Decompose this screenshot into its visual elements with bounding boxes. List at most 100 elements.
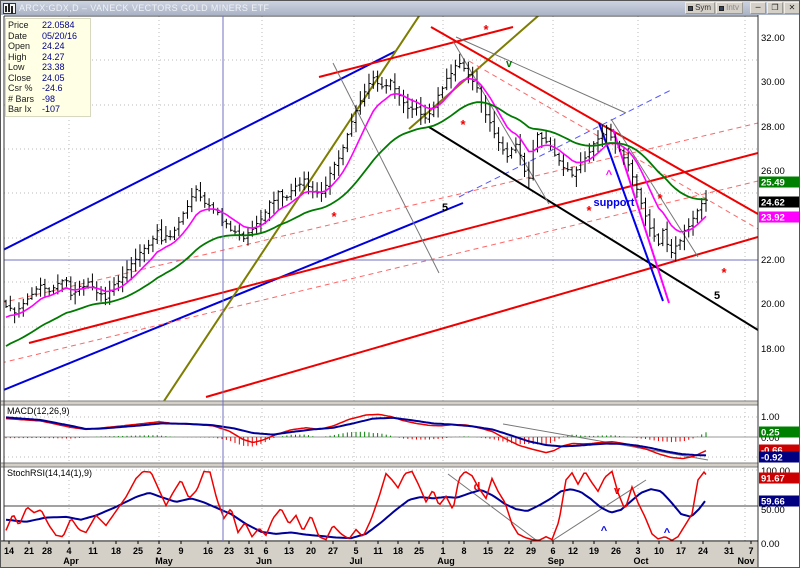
ema-slow-line	[5, 101, 706, 347]
macd-panel-title: MACD(12,26,9)	[6, 406, 71, 416]
info-row-csr: Csr % -24.6	[8, 83, 63, 93]
svg-text:11: 11	[88, 546, 98, 556]
info-row-bars: # Bars -98	[8, 93, 56, 104]
svg-text:22.00: 22.00	[761, 255, 785, 266]
window-title: ARCX:GDX,D – VANECK VECTORS GOLD MINERS …	[19, 3, 270, 13]
intv-button[interactable]: Intv	[716, 2, 743, 14]
stoch-panel-title: StochRSI(14,14(1),9)	[6, 468, 94, 478]
svg-text:0.00: 0.00	[761, 539, 780, 550]
svg-text:*: *	[657, 191, 663, 206]
chart-icon	[3, 2, 16, 14]
svg-text:18: 18	[393, 546, 403, 556]
svg-text:Jul: Jul	[349, 556, 362, 566]
svg-text:26.00: 26.00	[761, 166, 785, 177]
main-price-panel: * * * * * * v ^ support 5 5	[4, 16, 758, 401]
info-row-close: Close 24.05	[8, 72, 65, 83]
svg-text:24.62: 24.62	[761, 198, 785, 209]
svg-text:1.00: 1.00	[761, 412, 780, 423]
minimize-button[interactable]: ─	[750, 2, 766, 14]
stoch-slow-line	[5, 488, 706, 540]
title-bar: ARCX:GDX,D – VANECK VECTORS GOLD MINERS …	[1, 1, 799, 15]
svg-text:*: *	[483, 22, 489, 37]
svg-text:Jun: Jun	[256, 556, 272, 566]
svg-text:-0.92: -0.92	[761, 453, 783, 464]
svg-text:*: *	[721, 265, 727, 280]
svg-text:May: May	[155, 556, 173, 566]
svg-text:v: v	[614, 485, 621, 497]
svg-text:10: 10	[654, 546, 664, 556]
info-row-price: Price 22.0584	[8, 20, 75, 30]
restore-icon: ❐	[771, 3, 779, 12]
svg-text:Sep: Sep	[548, 556, 565, 566]
svg-text:^: ^	[606, 169, 613, 181]
svg-text:^: ^	[664, 527, 671, 539]
info-panel: Price 22.0584 Date 05/20/16 Open 24.24 High 24.…	[5, 18, 91, 117]
svg-text:12: 12	[568, 546, 578, 556]
macd-signal	[5, 416, 707, 457]
sym-button[interactable]: Sym	[685, 2, 716, 14]
macd-line	[5, 413, 707, 460]
date-axis: 14 21 28 4 11 18 25 2 9 16 23 31 6 13 20 27 5 11 18 25 1 8 15 2…	[4, 541, 755, 566]
svg-text:24: 24	[698, 546, 708, 556]
stochrsi-panel: d v ^ ^	[4, 470, 758, 541]
svg-text:20: 20	[306, 546, 316, 556]
svg-text:18: 18	[111, 546, 121, 556]
svg-text:32.00: 32.00	[761, 33, 785, 44]
svg-text:0.25: 0.25	[761, 428, 780, 439]
svg-text:Aug: Aug	[437, 556, 455, 566]
svg-text:17: 17	[676, 546, 686, 556]
svg-text:Apr: Apr	[63, 556, 79, 566]
minimize-icon: ─	[755, 3, 761, 12]
restore-button[interactable]: ❐	[767, 2, 783, 14]
svg-text:91.67: 91.67	[761, 474, 785, 485]
svg-text:23: 23	[224, 546, 234, 556]
info-row-open: Open 24.24	[8, 41, 65, 51]
svg-text:6: 6	[263, 546, 268, 556]
price-flag-59.66: 59.66	[759, 495, 799, 508]
svg-text:4: 4	[66, 546, 71, 556]
price-flag--0.66: -0.66	[759, 444, 799, 457]
svg-text:26: 26	[611, 546, 621, 556]
svg-text:2: 2	[156, 546, 161, 556]
svg-text:31: 31	[244, 546, 254, 556]
close-icon: ✕	[788, 3, 796, 12]
svg-text:14: 14	[4, 546, 14, 556]
stoch-fast-line	[5, 470, 707, 541]
close-button[interactable]: ✕	[784, 2, 799, 14]
svg-text:1: 1	[440, 546, 445, 556]
ema-fast-line	[5, 77, 707, 319]
svg-text:support: support	[594, 197, 635, 209]
svg-text:22: 22	[504, 546, 514, 556]
price-flag-25.49: 25.49	[759, 176, 799, 189]
price-flag-91.67: 91.67	[759, 472, 799, 485]
svg-text:31: 31	[724, 546, 734, 556]
svg-text:11: 11	[373, 546, 383, 556]
sym-icon	[688, 5, 694, 11]
svg-text:28.00: 28.00	[761, 122, 785, 133]
svg-text:0.00: 0.00	[761, 433, 780, 444]
svg-text:16: 16	[203, 546, 213, 556]
svg-text:100.00: 100.00	[761, 466, 790, 477]
info-row-high: High 24.27	[8, 51, 65, 62]
svg-text:50.00: 50.00	[761, 505, 785, 516]
price-flag-0.25: 0.25	[759, 426, 799, 439]
svg-text:5: 5	[353, 546, 358, 556]
svg-text:Oct: Oct	[633, 556, 648, 566]
intv-button-label: Intv	[726, 3, 739, 12]
info-row-barix: Bar Ix -107	[8, 104, 61, 114]
svg-text:*: *	[586, 203, 592, 218]
svg-text:23.92: 23.92	[761, 213, 785, 224]
svg-text:3: 3	[635, 546, 640, 556]
svg-text:28: 28	[42, 546, 52, 556]
svg-text:-0.66: -0.66	[761, 446, 783, 457]
svg-text:d: d	[474, 481, 481, 493]
svg-text:5: 5	[714, 290, 720, 302]
svg-text:25: 25	[414, 546, 424, 556]
svg-text:18.00: 18.00	[761, 344, 785, 355]
svg-text:5: 5	[442, 202, 448, 214]
price-flag-23.92: 23.92	[759, 211, 799, 224]
price-flag-24.62: 24.62	[759, 196, 799, 209]
intv-icon	[719, 5, 725, 11]
